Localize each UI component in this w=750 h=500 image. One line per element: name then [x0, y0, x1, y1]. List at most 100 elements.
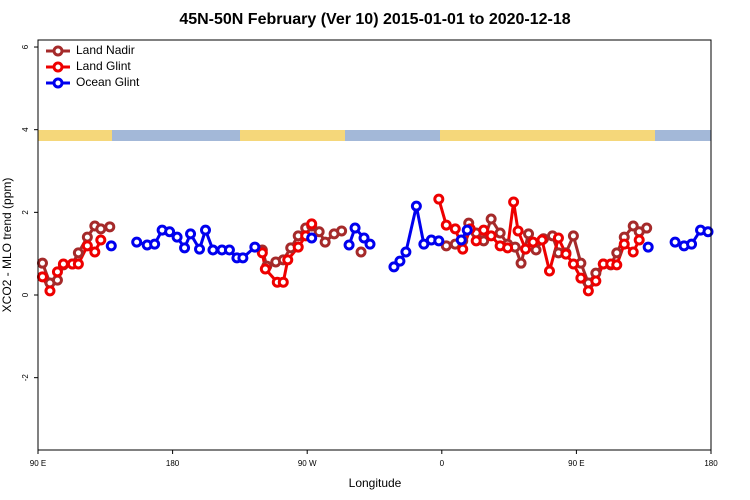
x-tick-label: 0 — [440, 459, 445, 468]
data-point — [394, 255, 406, 267]
data-point — [149, 238, 161, 250]
data-point — [582, 285, 594, 297]
x-tick-label: 90 E — [30, 459, 46, 468]
data-point — [527, 236, 539, 248]
data-point — [81, 240, 93, 252]
data-point — [543, 265, 555, 277]
data-point — [95, 234, 107, 246]
data-point — [560, 248, 572, 260]
data-point — [200, 224, 212, 236]
data-point — [319, 236, 331, 248]
data-point — [618, 238, 630, 250]
x-tick-label: 180 — [704, 459, 718, 468]
y-tick-label: 4 — [21, 127, 30, 132]
series-line — [41, 198, 641, 293]
data-point — [455, 234, 467, 246]
legend-label: Ocean Glint — [76, 75, 140, 89]
map-band — [38, 130, 711, 141]
data-point — [95, 223, 107, 235]
data-point — [440, 219, 452, 231]
data-point — [51, 266, 63, 278]
data-point — [306, 232, 318, 244]
data-point — [536, 234, 548, 246]
data-point — [164, 226, 176, 238]
data-point — [485, 213, 497, 225]
x-tick-label: 90 W — [298, 459, 317, 468]
data-point — [485, 230, 497, 242]
y-tick-label: 0 — [21, 292, 30, 297]
data-point — [36, 257, 48, 269]
data-point — [104, 221, 116, 233]
data-point — [494, 227, 506, 239]
data-point — [457, 243, 469, 255]
data-point — [410, 200, 422, 212]
data-point — [702, 226, 714, 238]
data-point — [349, 222, 361, 234]
legend-marker — [52, 61, 64, 73]
data-point — [552, 232, 564, 244]
data-point — [358, 232, 370, 244]
data-point — [433, 193, 445, 205]
chart-title: 45N-50N February (Ver 10) 2015-01-01 to … — [179, 11, 570, 28]
data-point — [343, 239, 355, 251]
data-point — [523, 228, 535, 240]
data-point — [36, 271, 48, 283]
data-point — [256, 247, 268, 259]
data-point — [502, 242, 514, 254]
y-axis-label: XCO2 - MLO trend (ppm) — [0, 178, 14, 313]
data-point — [72, 247, 84, 259]
data-point — [44, 285, 56, 297]
y-tick-label: 2 — [21, 210, 30, 215]
plot-frame — [37, 39, 712, 451]
data-point — [105, 240, 117, 252]
data-point — [400, 246, 412, 258]
data-point — [627, 246, 639, 258]
data-point — [81, 231, 93, 243]
data-point — [282, 254, 294, 266]
legend-label: Land Nadir — [76, 43, 135, 57]
data-point — [313, 226, 325, 238]
data-point — [449, 223, 461, 235]
data-point — [633, 234, 645, 246]
data-point — [686, 238, 698, 250]
y-tick-label: -2 — [21, 374, 30, 382]
data-point — [306, 218, 318, 230]
data-point — [207, 244, 219, 256]
data-point — [611, 259, 623, 271]
data-point — [237, 252, 249, 264]
data-point — [520, 243, 532, 255]
data-point — [194, 243, 206, 255]
data-point — [259, 263, 271, 275]
data-point — [277, 276, 289, 288]
data-point — [89, 246, 101, 258]
data-point — [433, 235, 445, 247]
data-point — [512, 225, 524, 237]
data-point — [336, 225, 348, 237]
data-point — [355, 246, 367, 258]
data-point — [567, 230, 579, 242]
data-point — [364, 238, 376, 250]
data-point — [131, 236, 143, 248]
data-point — [72, 258, 84, 270]
data-point — [567, 258, 579, 270]
legend-marker — [52, 45, 64, 57]
plot-area — [36, 193, 714, 297]
data-point — [249, 241, 261, 253]
data-point — [642, 241, 654, 253]
data-point — [223, 244, 235, 256]
data-point — [185, 228, 197, 240]
data-point — [179, 242, 191, 254]
data-point — [669, 236, 681, 248]
data-point — [171, 231, 183, 243]
data-point — [292, 241, 304, 253]
x-tick-label: 90 E — [568, 459, 584, 468]
legend-marker — [52, 77, 64, 89]
data-point — [590, 275, 602, 287]
data-point — [478, 224, 490, 236]
data-point — [575, 272, 587, 284]
data-point — [57, 258, 69, 270]
data-point — [470, 235, 482, 247]
legend-label: Land Glint — [76, 59, 131, 73]
data-point — [515, 257, 527, 269]
